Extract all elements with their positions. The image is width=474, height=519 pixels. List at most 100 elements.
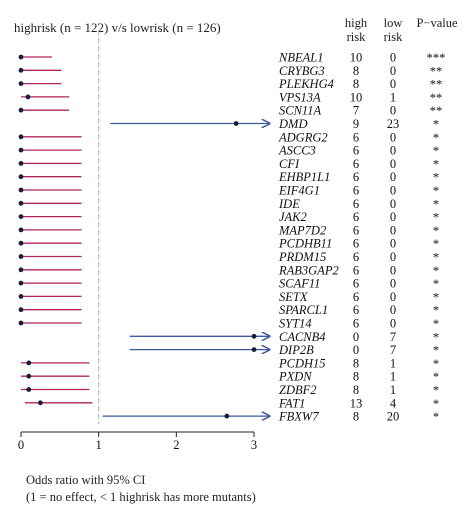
gene-label-pxdn: PXDN [278, 370, 312, 384]
point-vps13a [25, 94, 31, 100]
low-risk-header: low risk [375, 16, 411, 44]
low-count-pxdn: 1 [390, 370, 396, 384]
gene-label-prdm15: PRDM15 [278, 250, 326, 264]
low-count-jak2: 0 [390, 210, 396, 224]
high-count-dip2b: 0 [353, 343, 359, 357]
high-count-ascc3: 6 [353, 144, 359, 158]
low-count-zdbf2: 1 [390, 383, 396, 397]
p-value-jak2: * [433, 211, 439, 225]
x-tick-label-0: 0 [18, 438, 24, 452]
gene-label-ascc3: ASCC3 [278, 144, 316, 158]
high-count-eif4g1: 6 [353, 184, 359, 198]
x-tick-label-3: 3 [251, 438, 257, 452]
x-axis-note: (1 = no effect, < 1 highrisk has more mu… [26, 490, 256, 504]
p-value-scaf11: * [433, 277, 439, 291]
high-count-map7d2: 6 [353, 223, 359, 237]
low-count-syt14: 0 [390, 317, 396, 331]
x-tick-label-1: 1 [96, 438, 102, 452]
point-cfi [18, 161, 24, 166]
p-value-scn11a: ** [430, 104, 443, 118]
low-count-scaf11: 0 [390, 277, 396, 291]
low-count-fat1: 4 [390, 396, 397, 410]
gene-label-nbeal1: NBEAL1 [278, 51, 323, 65]
gene-label-fat1: FAT1 [278, 396, 305, 410]
high-count-adgrg2: 6 [353, 130, 359, 144]
point-sparcl1 [18, 307, 24, 313]
gene-label-crybg3: CRYBG3 [279, 64, 325, 78]
high-risk-header-line1: high [344, 16, 368, 30]
p-value-pcdhb11: * [433, 237, 439, 251]
point-adgrg2 [18, 134, 24, 140]
point-scaf11 [18, 280, 24, 286]
point-plekhg4 [18, 81, 24, 86]
high-count-pcdh15: 8 [353, 356, 359, 370]
high-count-prdm15: 6 [353, 250, 359, 264]
high-count-scn11a: 7 [353, 104, 359, 118]
gene-label-vps13a: VPS13A [279, 90, 321, 104]
high-count-fat1: 13 [350, 396, 363, 410]
p-value-dmd: * [433, 118, 439, 132]
high-count-pcdhb11: 6 [353, 237, 359, 251]
p-value-map7d2: * [433, 224, 439, 238]
gene-label-scn11a: SCN11A [279, 104, 321, 118]
point-pcdhb11 [18, 240, 24, 246]
gene-label-adgrg2: ADGRG2 [278, 130, 328, 144]
low-count-ide: 0 [390, 197, 396, 211]
point-nbeal1 [18, 54, 24, 60]
high-count-plekhg4: 8 [353, 77, 359, 91]
low-count-ehbp1l1: 0 [390, 170, 396, 184]
low-count-map7d2: 0 [390, 223, 396, 237]
low-count-pcdh15: 1 [390, 356, 396, 370]
low-risk-header-line1: low [383, 16, 403, 30]
gene-label-scaf11: SCAF11 [279, 277, 320, 291]
point-scn11a [18, 107, 24, 113]
p-value-fbxw7: * [433, 410, 439, 424]
high-count-dmd: 9 [353, 117, 359, 131]
gene-label-map7d2: MAP7D2 [278, 223, 326, 237]
gene-label-syt14: SYT14 [279, 317, 312, 331]
point-rab3gap2 [18, 267, 24, 273]
high-count-rab3gap2: 6 [353, 263, 359, 277]
low-count-rab3gap2: 0 [390, 263, 396, 277]
low-count-crybg3: 0 [390, 64, 396, 78]
point-ide [18, 200, 24, 206]
p-value-ehbp1l1: * [433, 171, 439, 185]
gene-label-rab3gap2: RAB3GAP2 [278, 263, 339, 277]
point-eif4g1 [18, 187, 24, 193]
low-count-cacnb4: 7 [390, 330, 396, 344]
low-count-pcdhb11: 0 [390, 237, 396, 251]
point-dip2b [251, 347, 257, 352]
high-risk-header-line2: risk [346, 30, 366, 44]
low-count-sparcl1: 0 [390, 303, 396, 317]
low-count-dip2b: 7 [390, 343, 396, 357]
p-value-rab3gap2: * [433, 264, 439, 278]
gene-label-sparcl1: SPARCL1 [279, 303, 328, 317]
point-cacnb4 [251, 333, 257, 339]
gene-label-plekhg4: PLEKHG4 [278, 77, 334, 91]
high-count-jak2: 6 [353, 210, 359, 224]
p-value-eif4g1: * [433, 184, 439, 198]
point-crybg3 [18, 67, 24, 73]
point-prdm15 [18, 254, 24, 259]
point-setx [18, 294, 24, 299]
p-value-dip2b: * [433, 344, 439, 358]
low-count-cfi: 0 [390, 157, 396, 171]
high-risk-header: high risk [338, 16, 374, 44]
p-value-plekhg4: ** [430, 78, 443, 92]
point-jak2 [18, 214, 24, 220]
low-count-setx: 0 [390, 290, 396, 304]
low-count-fbxw7: 20 [387, 410, 400, 424]
gene-label-fbxw7: FBXW7 [278, 410, 319, 424]
gene-label-cacnb4: CACNB4 [279, 330, 326, 344]
point-pxdn [26, 373, 32, 379]
low-count-dmd: 23 [387, 117, 400, 131]
point-ehbp1l1 [18, 174, 24, 180]
point-zdbf2 [26, 387, 32, 392]
high-count-nbeal1: 10 [350, 51, 363, 65]
high-count-zdbf2: 8 [353, 383, 359, 397]
x-axis-label: Odds ratio with 95% CI [26, 473, 146, 487]
p-value-adgrg2: * [433, 131, 439, 145]
p-value-cacnb4: * [433, 330, 439, 344]
